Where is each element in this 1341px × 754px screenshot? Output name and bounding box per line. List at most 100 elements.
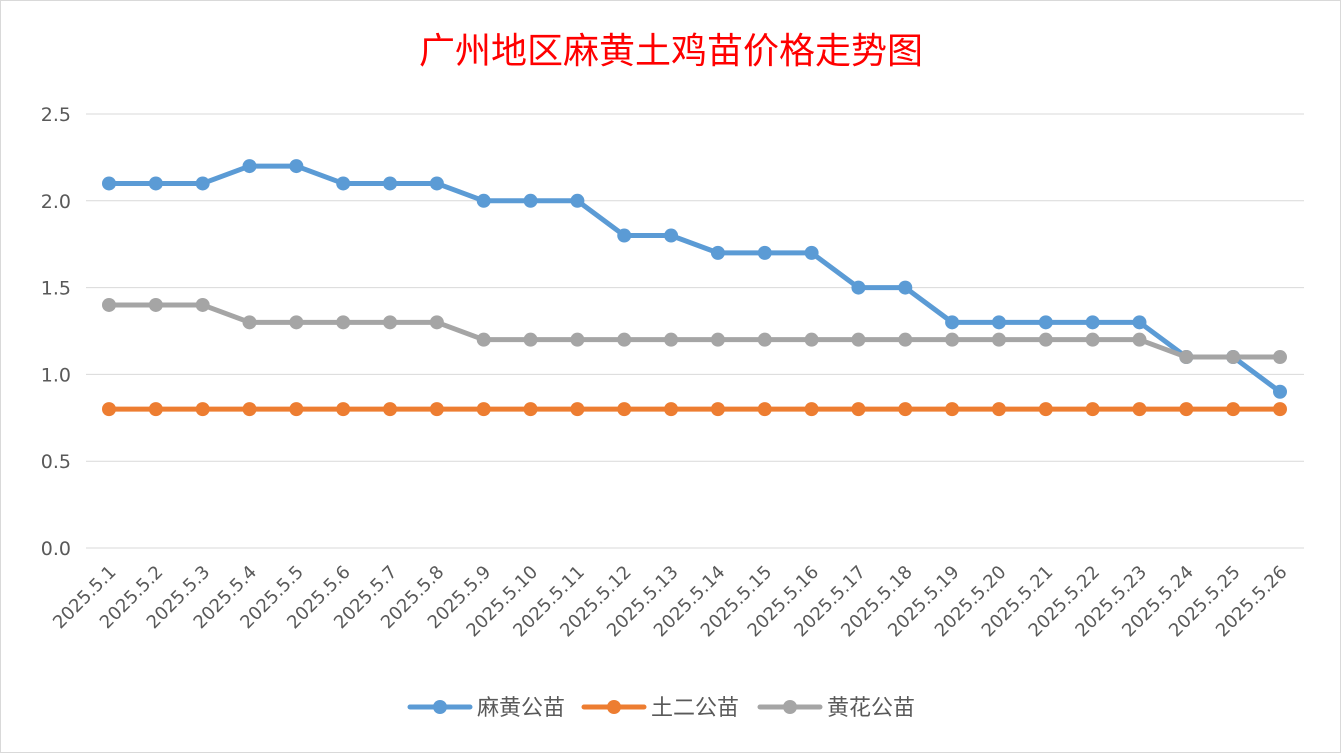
data-point — [1273, 384, 1287, 399]
data-point — [945, 402, 960, 417]
data-point — [336, 176, 351, 191]
y-axis-ticks: 0.0 0.5 1.0 1.5 2.0 2.5 — [41, 104, 71, 560]
data-point — [195, 402, 210, 417]
data-point — [1038, 402, 1053, 417]
data-point — [898, 402, 913, 417]
data-point — [710, 245, 725, 260]
data-point — [289, 315, 304, 330]
data-point — [804, 332, 819, 347]
series — [102, 402, 1287, 417]
data-point — [991, 315, 1006, 330]
data-point — [710, 402, 725, 417]
data-point — [289, 159, 304, 174]
y-tick-label: 2.0 — [41, 191, 71, 213]
legend-item: 土二公苗 — [581, 696, 739, 721]
data-point — [148, 402, 163, 417]
legend-label: 黄花公苗 — [827, 696, 915, 721]
data-point — [429, 176, 444, 191]
data-point — [523, 193, 538, 208]
data-point — [851, 280, 866, 295]
data-point — [242, 315, 257, 330]
series-layer — [102, 159, 1287, 417]
data-point — [664, 402, 679, 417]
data-point — [1085, 402, 1100, 417]
data-point — [664, 228, 679, 243]
data-point — [851, 402, 866, 417]
data-point — [102, 402, 116, 417]
data-point — [757, 332, 772, 347]
data-point — [991, 332, 1006, 347]
data-point — [195, 176, 210, 191]
data-point — [523, 332, 538, 347]
data-point — [476, 332, 491, 347]
data-point — [336, 315, 351, 330]
data-point — [898, 332, 913, 347]
data-point — [945, 315, 960, 330]
data-point — [757, 245, 772, 260]
series-line — [106, 163, 1283, 395]
data-point — [570, 402, 585, 417]
data-point — [1273, 350, 1287, 365]
data-point — [1038, 315, 1053, 330]
data-point — [617, 402, 632, 417]
data-point — [664, 332, 679, 347]
data-point — [617, 332, 632, 347]
data-point — [945, 332, 960, 347]
data-point — [1179, 402, 1194, 417]
data-point — [898, 280, 913, 295]
data-point — [429, 315, 444, 330]
data-point — [1226, 350, 1241, 365]
x-axis-ticks: 2025.5.12025.5.22025.5.32025.5.42025.5.5… — [49, 562, 1292, 642]
data-point — [1226, 402, 1241, 417]
data-point — [617, 228, 632, 243]
data-point — [195, 297, 210, 312]
y-tick-label: 0.0 — [41, 538, 71, 560]
y-tick-label: 0.5 — [41, 451, 71, 473]
data-point — [804, 402, 819, 417]
data-point — [289, 402, 304, 417]
grid-layer — [86, 113, 1304, 549]
legend-label: 麻黄公苗 — [477, 696, 565, 721]
data-point — [476, 402, 491, 417]
data-point — [1132, 315, 1147, 330]
data-point — [1273, 402, 1287, 417]
data-point — [383, 402, 398, 417]
data-point — [570, 332, 585, 347]
y-tick-label: 1.5 — [41, 278, 71, 300]
data-point — [570, 193, 585, 208]
y-tick-label: 2.5 — [41, 104, 71, 126]
legend-label: 土二公苗 — [651, 696, 739, 721]
chart-title: 广州地区麻黄土鸡苗价格走势图 — [419, 31, 923, 72]
legend-marker — [607, 700, 621, 714]
data-point — [476, 193, 491, 208]
data-point — [102, 176, 116, 191]
data-point — [242, 402, 257, 417]
data-point — [851, 332, 866, 347]
series — [102, 297, 1287, 365]
data-point — [242, 159, 257, 174]
data-point — [1132, 332, 1147, 347]
data-point — [1179, 350, 1194, 365]
data-point — [336, 402, 351, 417]
data-point — [1038, 332, 1053, 347]
data-point — [148, 176, 163, 191]
data-point — [710, 332, 725, 347]
legend-item: 麻黄公苗 — [407, 696, 565, 721]
data-point — [523, 402, 538, 417]
legend-marker — [433, 700, 447, 714]
data-point — [804, 245, 819, 260]
legend-marker — [783, 700, 797, 714]
data-point — [102, 297, 116, 312]
series-line — [106, 302, 1283, 360]
data-point — [1132, 402, 1147, 417]
data-point — [1085, 332, 1100, 347]
data-point — [383, 315, 398, 330]
data-point — [1085, 315, 1100, 330]
data-point — [757, 402, 772, 417]
data-point — [429, 402, 444, 417]
legend-item: 黄花公苗 — [757, 696, 915, 721]
legend: 麻黄公苗 土二公苗 黄花公苗 — [407, 696, 915, 721]
y-tick-label: 1.0 — [41, 364, 71, 386]
